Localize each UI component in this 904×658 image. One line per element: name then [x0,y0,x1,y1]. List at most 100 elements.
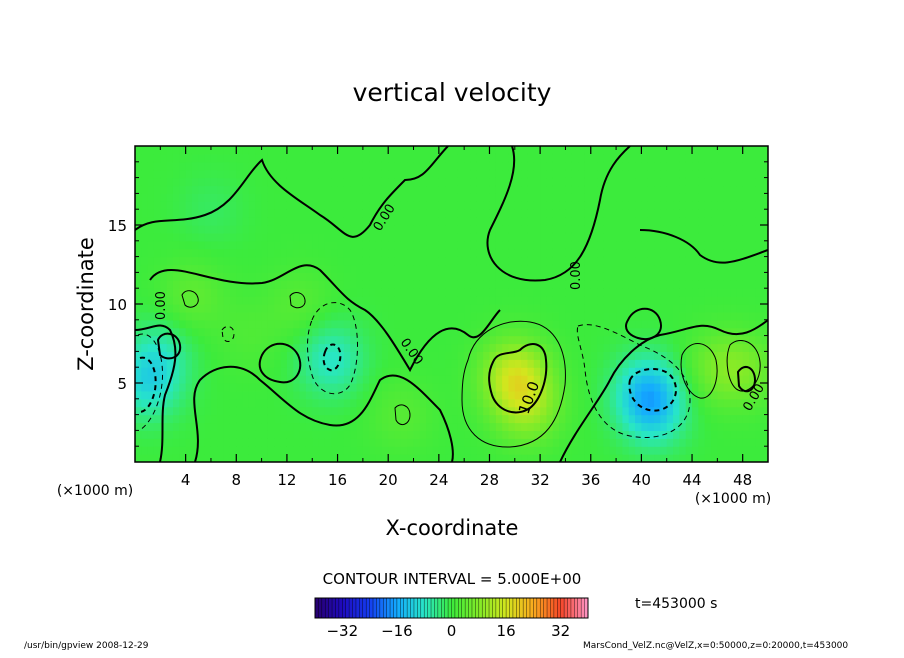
field-cell [546,343,554,352]
field-cell [578,367,586,376]
field-cell [343,225,351,234]
field-cell [400,430,408,439]
field-cell [457,177,465,187]
colorbar [314,598,589,618]
field-cell [590,201,598,210]
field-cell [457,430,465,439]
field-cell [590,390,598,400]
field-cell [147,390,155,400]
field-cell [679,248,687,258]
field-cell [679,390,687,400]
field-cell [185,280,193,289]
field-cell [470,209,478,218]
field-cell [698,296,706,305]
field-cell [236,217,244,226]
field-cell [508,343,516,352]
field-cell [388,272,396,281]
field-cell [267,383,275,392]
field-cell [717,232,725,242]
field-cell [597,304,605,313]
field-cell [375,422,383,431]
field-cell [369,209,377,218]
field-cell [375,240,383,250]
field-cell [248,209,256,218]
field-cell [565,232,573,242]
field-cell [267,161,275,171]
field-cell [597,153,605,163]
field-cell [736,414,744,424]
field-cell [584,264,592,273]
field-cell [242,185,250,194]
contour-zero-upper [135,146,449,238]
field-cell [419,390,427,400]
field-cell [527,327,535,337]
field-cell [236,454,244,462]
field-cell [647,169,655,179]
field-cell [286,169,294,179]
field-cell [141,327,149,337]
field-cell [704,256,712,266]
field-cell [698,280,706,289]
field-cell [210,248,218,258]
field-cell [673,296,680,305]
field-cell [419,272,427,281]
field-cell [381,430,389,439]
field-cell [337,201,345,210]
field-cell [578,390,586,400]
field-cell [413,398,421,408]
field-cell [179,446,187,455]
field-cell [381,454,389,462]
field-cell [552,311,560,321]
field-cell [514,280,522,289]
field-cell [660,383,668,392]
field-cell [489,446,497,455]
field-cell [603,296,611,305]
field-cell [350,169,358,179]
field-cell [565,153,573,163]
field-cell [647,367,655,376]
field-cell [483,193,491,202]
field-cell [590,169,598,179]
field-cell [318,430,326,439]
field-cell [331,422,339,431]
field-cell [761,446,768,455]
field-cell [495,288,503,297]
field-cell [274,161,282,171]
field-cell [590,177,598,187]
field-cell [533,414,541,424]
field-cell [324,256,332,266]
field-cell [350,351,358,360]
field-cell [616,232,624,242]
field-cell [337,217,345,226]
field-cell [223,454,231,462]
field-cell [489,177,497,187]
field-cell [331,375,339,384]
field-cell [413,375,421,384]
field-cell [749,454,756,462]
field-cell [647,430,655,439]
field-cell [445,367,453,376]
field-cell [660,185,668,194]
field-cell [502,217,510,226]
field-cell [603,264,611,273]
field-cell [274,153,282,163]
field-cell [337,185,345,194]
field-cell [540,169,548,179]
field-cell [388,225,396,234]
field-cell [742,430,750,439]
field-cell [419,351,427,360]
field-cell [616,335,624,345]
field-cell [660,272,668,281]
field-cell [533,406,541,416]
field-cell [419,311,427,321]
field-cell [343,438,351,447]
field-cell [451,264,459,273]
field-cell [141,454,149,462]
field-cell [692,177,699,187]
field-cell [736,177,744,187]
field-cell [502,256,510,266]
field-cell [761,327,768,337]
field-cell [711,454,718,462]
field-cell [426,296,434,305]
field-cell [723,319,731,329]
